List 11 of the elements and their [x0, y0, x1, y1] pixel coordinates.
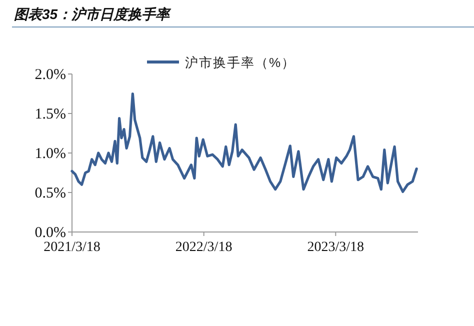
y-tick-label: 0.0% — [34, 225, 66, 241]
y-tick-label: 1.0% — [34, 146, 66, 162]
x-tick-label: 2022/3/18 — [175, 240, 232, 255]
x-tick-label: 2023/3/18 — [307, 240, 364, 255]
y-tick-label: 2.0% — [34, 67, 66, 83]
line-series — [70, 92, 418, 194]
chart-title: 图表35：沪市日度换手率 — [14, 6, 172, 22]
legend-label: 沪市换手率（%） — [185, 55, 296, 70]
y-tick-label: 0.5% — [34, 186, 66, 202]
y-tick-label: 1.5% — [34, 106, 66, 122]
x-tick-label: 2021/3/18 — [44, 240, 100, 255]
